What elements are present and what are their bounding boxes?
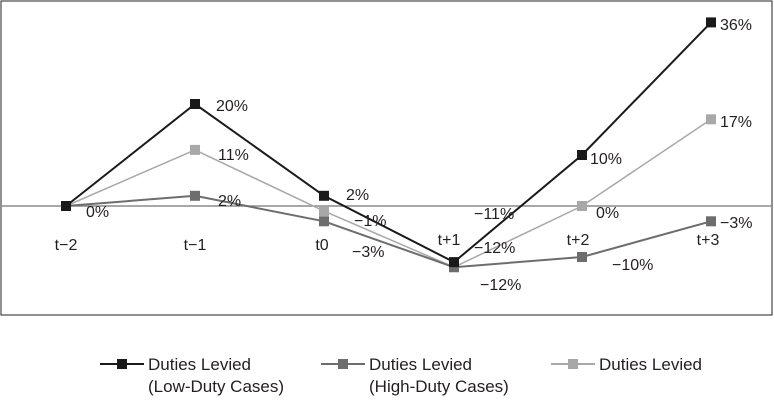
data-point-high-duty: [190, 190, 200, 201]
legend-item-duties-levied: Duties Levied: [551, 354, 702, 376]
x-tick-label: t+1: [438, 232, 461, 249]
data-label-low-duty: 20%: [216, 98, 248, 115]
data-point-low-duty: [577, 150, 587, 160]
data-point-duties-levied: [319, 206, 329, 217]
data-label-duties-levied: 0%: [86, 204, 109, 221]
legend-item-low-duty: Duties Levied (Low-Duty Cases): [100, 354, 284, 398]
data-label-high-duty: −12%: [480, 277, 521, 294]
data-labels: 20% 2% −11% 10% 36% 2% −3% −12% −10% −3% 0% 11% −1% −…: [86, 17, 752, 294]
data-label-low-duty: 36%: [720, 17, 752, 34]
data-point-duties-levied: [190, 144, 200, 155]
legend-label-low-duty: Duties Levied (Low-Duty Cases): [148, 355, 285, 396]
data-label-high-duty: −3%: [352, 244, 384, 261]
data-point-high-duty: [577, 252, 587, 262]
data-label-high-duty: −3%: [720, 215, 752, 232]
data-point-low-duty: [190, 99, 200, 109]
data-label-duties-levied: 17%: [720, 114, 752, 131]
data-label-high-duty: −10%: [612, 257, 653, 274]
legend-marker: [338, 359, 348, 369]
data-point-low-duty: [319, 190, 329, 201]
data-point-duties-levied: [706, 114, 716, 125]
data-point-high-duty: [706, 216, 716, 227]
line-chart: t−2 t−1 t0 t+1 t+2 t+3 20% 2% −11% 10% 36% 2% −3% −1…: [0, 0, 773, 316]
x-tick-label: t−1: [184, 237, 207, 254]
legend-marker: [117, 359, 127, 369]
x-tick-label: t−2: [55, 237, 78, 254]
data-label-low-duty: −11%: [474, 206, 514, 223]
x-tick-labels: t−2 t−1 t0 t+1 t+2 t+3: [55, 232, 720, 254]
series-line-duties-levied: [65, 118, 712, 269]
data-label-low-duty: 10%: [590, 151, 622, 168]
x-tick-label: t0: [315, 237, 328, 254]
data-point-low-duty: [449, 257, 459, 268]
data-label-high-duty: 2%: [218, 193, 241, 210]
data-point-high-duty: [449, 262, 459, 273]
data-point-low-duty: [706, 17, 716, 28]
data-label-duties-levied: 0%: [596, 205, 619, 222]
legend-marker: [568, 359, 578, 369]
data-label-duties-levied: −12%: [474, 240, 515, 257]
legend-swatch-duties-levied: [551, 354, 595, 374]
data-point-high-duty: [319, 216, 329, 227]
data-label-duties-levied: −1%: [354, 213, 386, 230]
x-tick-label: t+3: [697, 232, 720, 249]
series-line-low-duty: [65, 21, 712, 264]
data-point-low-duty: [61, 201, 71, 211]
plot-frame: [0, 0, 773, 316]
legend-swatch-low-duty: [100, 354, 144, 374]
legend: Duties Levied (Low-Duty Cases) Duties Le…: [0, 354, 774, 403]
series-line-high-duty: [65, 194, 712, 269]
legend-label-high-duty: Duties Levied (High-Duty Cases): [369, 355, 509, 396]
x-tick-label: t+2: [567, 232, 590, 249]
data-label-low-duty: 2%: [346, 187, 369, 204]
series-layer: [61, 17, 716, 273]
legend-label-duties-levied: Duties Levied: [599, 355, 703, 374]
data-label-duties-levied: 11%: [218, 147, 249, 164]
data-point-duties-levied: [577, 201, 587, 211]
legend-swatch-high-duty: [321, 354, 365, 374]
legend-item-high-duty: Duties Levied (High-Duty Cases): [321, 354, 509, 398]
